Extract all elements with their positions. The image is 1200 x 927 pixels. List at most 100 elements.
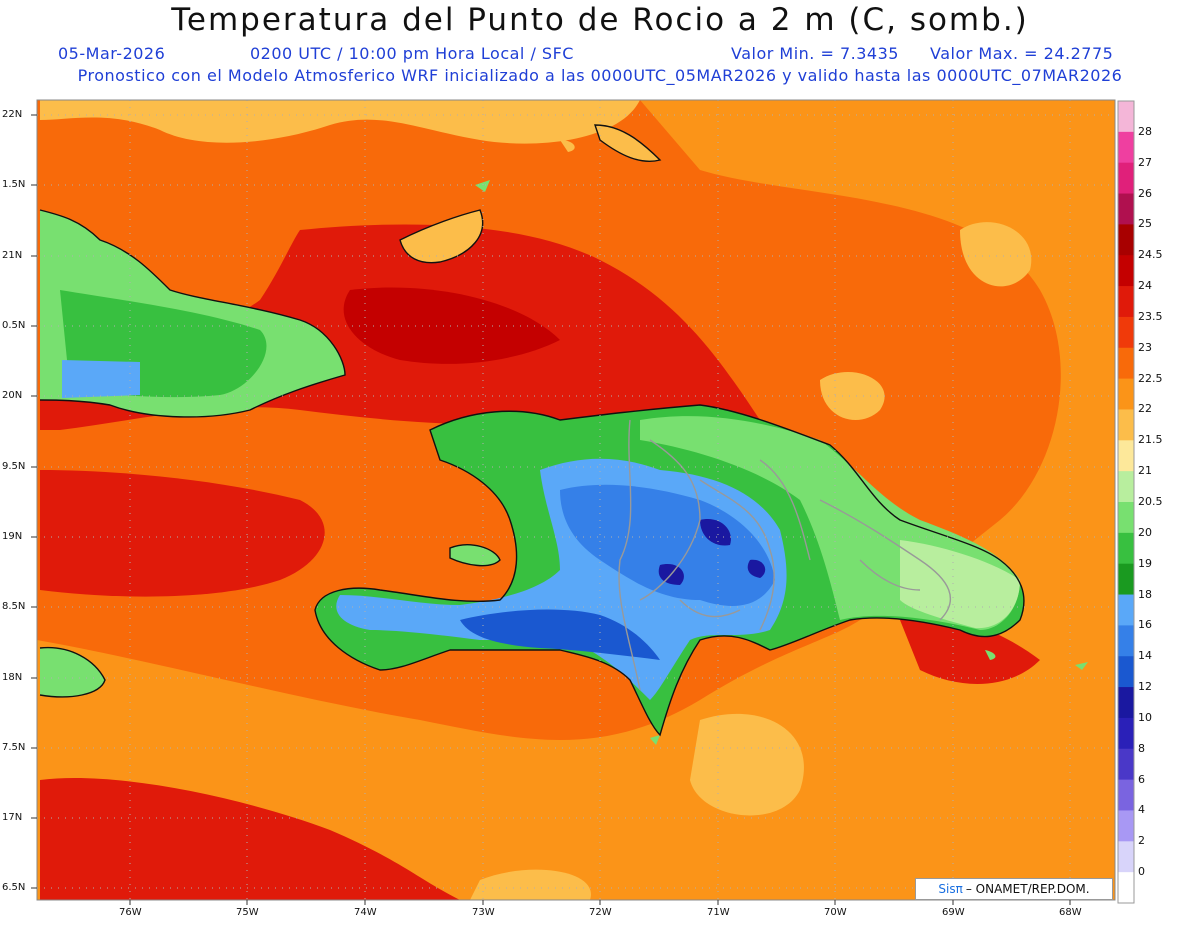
lon-label: 75W: [236, 907, 259, 918]
lat-label: 20N: [2, 390, 23, 401]
lon-label: 71W: [707, 907, 730, 918]
interior-10c: [747, 559, 766, 578]
colorbar-swatch: [1118, 471, 1134, 503]
lat-label: 7.5N: [2, 742, 26, 753]
lat-label: 17N: [2, 812, 23, 823]
colorbar-label: 8: [1138, 741, 1145, 755]
lon-label: 72W: [589, 907, 612, 918]
model-description: Pronostico con el Modelo Atmosferico WRF…: [77, 66, 1123, 85]
colorbar-label: 27: [1138, 155, 1152, 169]
credit-text: – ONAMET/REP.DOM.: [965, 882, 1090, 896]
lat-label: 8.5N: [2, 601, 26, 612]
lon-label: 70W: [824, 907, 847, 918]
field-22: [37, 100, 1115, 900]
colorbar-swatch: [1118, 717, 1134, 750]
colorbar-label: 14: [1138, 649, 1152, 663]
colorbar-swatch: [1118, 841, 1134, 873]
graticule: [37, 100, 1115, 900]
colorbar-label: 2: [1138, 834, 1145, 848]
jamaica-tip: [40, 647, 105, 697]
field-23-5-west: [40, 470, 325, 597]
colorbar-label: 21: [1138, 464, 1152, 478]
colorbar-swatch: [1118, 872, 1134, 904]
lon-label: 69W: [942, 907, 965, 918]
colorbar-swatch: [1118, 347, 1134, 380]
axis-ticks: [31, 114, 1071, 905]
colorbar-label: 23: [1138, 340, 1152, 354]
map-title: Temperatura del Punto de Rocio a 2 m (C,…: [171, 2, 1029, 38]
islet-2: [475, 180, 490, 192]
colorbar-swatch: [1118, 162, 1134, 195]
beata-island: [650, 735, 660, 745]
colorbar-swatch: [1118, 131, 1134, 164]
colorbar-swatch: [1118, 563, 1134, 596]
interior-10a: [700, 519, 731, 546]
gonave-island: [450, 544, 500, 566]
colorbar-label: 22.5: [1138, 371, 1163, 385]
colorbar-swatch: [1118, 502, 1134, 534]
colorbar-swatch: [1118, 316, 1134, 349]
lon-label: 76W: [119, 907, 142, 918]
colorbar-label: 19: [1138, 556, 1152, 570]
lat-label: 9.5N: [2, 461, 26, 472]
colorbar-label: 20.5: [1138, 495, 1163, 508]
value-min: Valor Min. = 7.3435: [731, 44, 899, 63]
lat-label: 22N: [2, 109, 23, 120]
colorbar-swatch: [1118, 625, 1134, 657]
field-21-5-s: [690, 713, 804, 816]
lon-label: 74W: [354, 907, 377, 918]
colorbar-swatch: [1118, 440, 1134, 472]
field-23-5-se: [900, 617, 1040, 684]
field-21-5-s2: [470, 869, 591, 900]
colorbar-swatch: [1118, 779, 1134, 811]
colorbar-swatch: [1118, 101, 1134, 133]
coastlines: [39, 124, 1025, 737]
colorbar-swatch: [1118, 409, 1134, 441]
lon-label: 73W: [472, 907, 495, 918]
colorbar-label: 6: [1138, 772, 1145, 786]
colorbar-swatch: [1118, 193, 1134, 225]
colorbar-label: 10: [1138, 710, 1152, 724]
forecast-date: 05-Mar-2026: [58, 44, 166, 63]
colorbar-swatch: [1118, 810, 1134, 842]
islet: [560, 140, 575, 152]
colorbar-label: 22: [1138, 402, 1152, 416]
colorbar-label: 20: [1138, 525, 1152, 539]
colorbar-swatch: [1118, 224, 1134, 256]
forecast-time: 0200 UTC / 10:00 pm Hora Local / SFC: [250, 44, 574, 63]
colorbar-swatch: [1118, 378, 1134, 410]
colorbar-label: 0: [1138, 865, 1145, 879]
field-21-5-north: [40, 100, 640, 144]
hispaniola-far-east: [900, 540, 1020, 629]
colorbar-label: 16: [1138, 618, 1152, 632]
field-23-5-sw: [40, 778, 460, 900]
colorbar: [1117, 100, 1135, 904]
field-21-5-e: [820, 371, 885, 420]
lat-label: 18N: [2, 672, 23, 683]
colorbar-label: 25: [1138, 217, 1152, 231]
lat-label: 0.5N: [2, 320, 26, 331]
colorbar-label: 28: [1138, 124, 1152, 138]
lat-label: 1.5N: [2, 179, 26, 190]
lat-label: 19N: [2, 531, 23, 542]
colorbar-label: 26: [1138, 186, 1152, 200]
field-24-north: [343, 287, 560, 364]
field-21-5-ne: [960, 222, 1032, 287]
lat-label: 21N: [2, 250, 23, 261]
cuba-16: [62, 360, 140, 398]
colorbar-label: 4: [1138, 803, 1145, 817]
colorbar-label: 24: [1138, 279, 1152, 293]
lon-label: 68W: [1059, 907, 1082, 918]
map-frame: [36, 99, 1116, 901]
province-borders: [618, 419, 951, 691]
colorbar-swatch: [1118, 656, 1134, 688]
colorbar-label: 23.5: [1138, 309, 1163, 323]
colorbar-swatch: [1118, 687, 1134, 719]
credit-brand: Sisπ: [938, 882, 963, 896]
mona-island: [1075, 662, 1088, 670]
colorbar-swatch: [1118, 594, 1134, 626]
colorbar-swatch: [1118, 532, 1134, 565]
colorbar-swatch: [1118, 748, 1134, 781]
colorbar-frame: [1117, 100, 1135, 904]
